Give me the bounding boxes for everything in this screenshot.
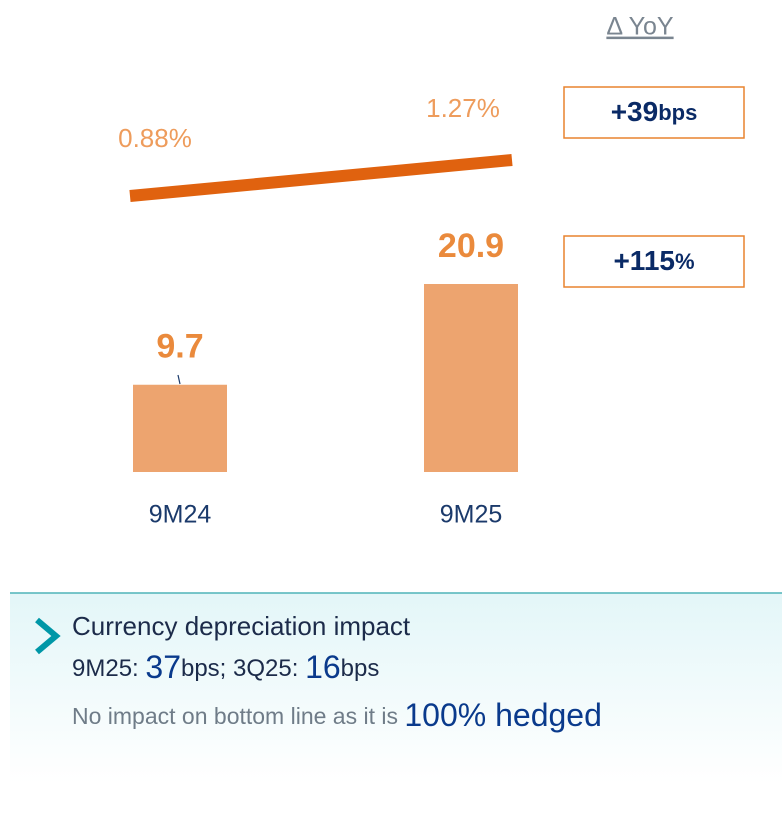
- note-segment: 37: [145, 649, 181, 685]
- note-segment: bps: [341, 655, 380, 682]
- note-line: Currency depreciation impact: [72, 611, 411, 641]
- delta-box: [563, 86, 745, 139]
- note-segment: bps; 3Q25:: [181, 655, 305, 682]
- line: [129, 154, 513, 202]
- note-segment: No impact on bottom line as it is: [72, 703, 404, 729]
- leader-line: [177, 374, 181, 385]
- chevron: [35, 617, 61, 655]
- note-segment: 100% hedged: [404, 697, 602, 733]
- delta-unit: bps: [658, 100, 697, 125]
- note-segment: :: [132, 655, 145, 682]
- bar-value-label: 20.9: [438, 227, 504, 265]
- note-segment: 16: [305, 649, 341, 685]
- delta-value: +39: [611, 96, 659, 127]
- delta-label: +39bps: [611, 96, 698, 127]
- line-value-label: 1.27%: [426, 93, 500, 123]
- delta-label: +115%: [613, 245, 694, 276]
- category-label: 9M24: [149, 501, 212, 529]
- note-segment: 9M25: [72, 655, 132, 682]
- delta-header: Δ YoY: [606, 13, 674, 41]
- line-value-label: 0.88%: [118, 123, 192, 153]
- category-label: 9M25: [440, 501, 503, 529]
- bar: [424, 284, 518, 472]
- note-panel: [10, 593, 782, 783]
- delta-value: +115: [613, 245, 675, 276]
- bar-value-label: 9.7: [156, 328, 203, 366]
- note-line: 9M25: 37bps; 3Q25: 16bps: [72, 649, 379, 685]
- delta-box: [563, 235, 745, 288]
- bar: [133, 384, 227, 472]
- note-line: No impact on bottom line as it is 100% h…: [72, 697, 602, 733]
- delta-unit: %: [675, 249, 695, 274]
